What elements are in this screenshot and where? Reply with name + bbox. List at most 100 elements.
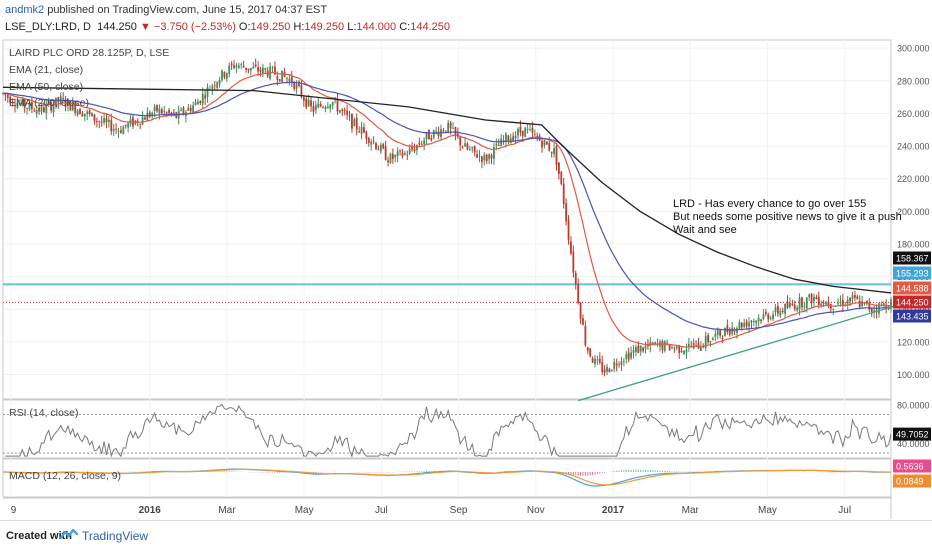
candle-body[interactable] xyxy=(413,149,416,152)
candle-body[interactable] xyxy=(748,322,750,327)
candle-body[interactable] xyxy=(654,342,657,344)
candle-body[interactable] xyxy=(363,127,365,133)
candle-body[interactable] xyxy=(577,284,580,303)
candle-body[interactable] xyxy=(38,107,40,112)
candle-body[interactable] xyxy=(430,137,433,140)
candle-body[interactable] xyxy=(310,100,312,107)
candle-body[interactable] xyxy=(622,361,625,362)
candle-body[interactable] xyxy=(627,352,630,360)
candle-body[interactable] xyxy=(459,136,462,146)
candle-body[interactable] xyxy=(786,301,789,308)
candle-body[interactable] xyxy=(882,303,885,306)
candle-body[interactable] xyxy=(95,121,98,122)
candle-body[interactable] xyxy=(100,121,103,123)
candle-body[interactable] xyxy=(43,107,45,113)
candle-body[interactable] xyxy=(93,114,96,121)
candle-body[interactable] xyxy=(11,102,14,104)
candle-body[interactable] xyxy=(223,72,226,78)
candle-body[interactable] xyxy=(288,78,291,82)
macd-panel[interactable] xyxy=(2,458,892,498)
candle-body[interactable] xyxy=(733,329,736,332)
macd-signal-line[interactable] xyxy=(3,468,891,486)
candle-body[interactable] xyxy=(216,82,219,88)
candle-body[interactable] xyxy=(567,220,570,240)
candle-body[interactable] xyxy=(286,77,288,79)
candle-body[interactable] xyxy=(548,142,551,151)
candle-body[interactable] xyxy=(240,63,243,65)
candle-body[interactable] xyxy=(449,122,452,129)
candle-body[interactable] xyxy=(124,124,127,127)
candle-body[interactable] xyxy=(736,328,738,333)
candle-body[interactable] xyxy=(692,342,695,349)
candle-body[interactable] xyxy=(471,147,474,149)
candle-body[interactable] xyxy=(666,342,669,344)
candle-body[interactable] xyxy=(204,95,207,99)
candle-body[interactable] xyxy=(873,310,876,312)
candle-body[interactable] xyxy=(182,107,185,114)
candle-body[interactable] xyxy=(625,354,628,359)
candle-body[interactable] xyxy=(543,140,546,146)
candle-body[interactable] xyxy=(4,93,7,96)
candle-body[interactable] xyxy=(466,143,469,150)
candle-body[interactable] xyxy=(50,102,53,111)
candle-body[interactable] xyxy=(120,130,122,133)
candle-body[interactable] xyxy=(199,100,202,104)
candle-body[interactable] xyxy=(391,153,394,159)
candle-body[interactable] xyxy=(866,300,868,304)
candle-body[interactable] xyxy=(772,314,774,320)
candle-body[interactable] xyxy=(9,96,12,103)
candle-body[interactable] xyxy=(105,118,108,123)
candle-body[interactable] xyxy=(233,65,235,68)
candle-body[interactable] xyxy=(601,362,604,372)
candle-body[interactable] xyxy=(18,103,21,105)
candle-body[interactable] xyxy=(55,97,57,107)
candle-body[interactable] xyxy=(16,103,19,108)
candle-body[interactable] xyxy=(639,345,642,352)
candle-body[interactable] xyxy=(589,348,592,357)
candle-body[interactable] xyxy=(242,65,245,68)
candle-body[interactable] xyxy=(885,304,888,310)
candle-body[interactable] xyxy=(33,110,36,112)
candle-body[interactable] xyxy=(685,349,688,353)
candle-body[interactable] xyxy=(675,346,678,349)
candle-body[interactable] xyxy=(820,303,823,307)
candle-body[interactable] xyxy=(767,314,770,320)
candle-body[interactable] xyxy=(774,307,777,313)
candle-body[interactable] xyxy=(678,345,681,354)
candle-body[interactable] xyxy=(40,106,43,112)
candle-body[interactable] xyxy=(293,81,296,89)
candle-body[interactable] xyxy=(603,369,606,373)
candle-body[interactable] xyxy=(276,76,279,80)
candle-body[interactable] xyxy=(779,311,782,316)
candle-body[interactable] xyxy=(353,119,356,127)
candle-body[interactable] xyxy=(305,98,308,108)
candle-body[interactable] xyxy=(704,336,707,348)
candle-body[interactable] xyxy=(444,130,447,132)
candle-body[interactable] xyxy=(579,303,582,319)
candle-body[interactable] xyxy=(160,109,163,114)
candle-body[interactable] xyxy=(237,65,240,68)
candle-body[interactable] xyxy=(574,273,577,285)
candle-body[interactable] xyxy=(452,128,454,129)
candle-body[interactable] xyxy=(74,102,77,113)
candle-body[interactable] xyxy=(793,304,796,309)
candle-body[interactable] xyxy=(870,308,873,313)
candle-body[interactable] xyxy=(769,318,772,320)
candle-body[interactable] xyxy=(473,145,476,153)
candle-body[interactable] xyxy=(683,350,685,355)
candle-body[interactable] xyxy=(139,123,142,125)
candle-body[interactable] xyxy=(252,66,255,69)
candle-body[interactable] xyxy=(343,109,346,112)
candle-body[interactable] xyxy=(553,148,555,155)
candle-body[interactable] xyxy=(851,295,854,300)
candle-body[interactable] xyxy=(172,112,175,114)
candle-body[interactable] xyxy=(295,83,298,89)
candle-body[interactable] xyxy=(810,293,813,304)
candle-body[interactable] xyxy=(620,361,623,365)
candle-body[interactable] xyxy=(791,303,794,305)
candle-body[interactable] xyxy=(760,319,762,322)
candle-body[interactable] xyxy=(519,126,522,133)
candle-body[interactable] xyxy=(468,149,471,151)
candle-body[interactable] xyxy=(497,145,500,146)
candle-body[interactable] xyxy=(418,142,421,145)
